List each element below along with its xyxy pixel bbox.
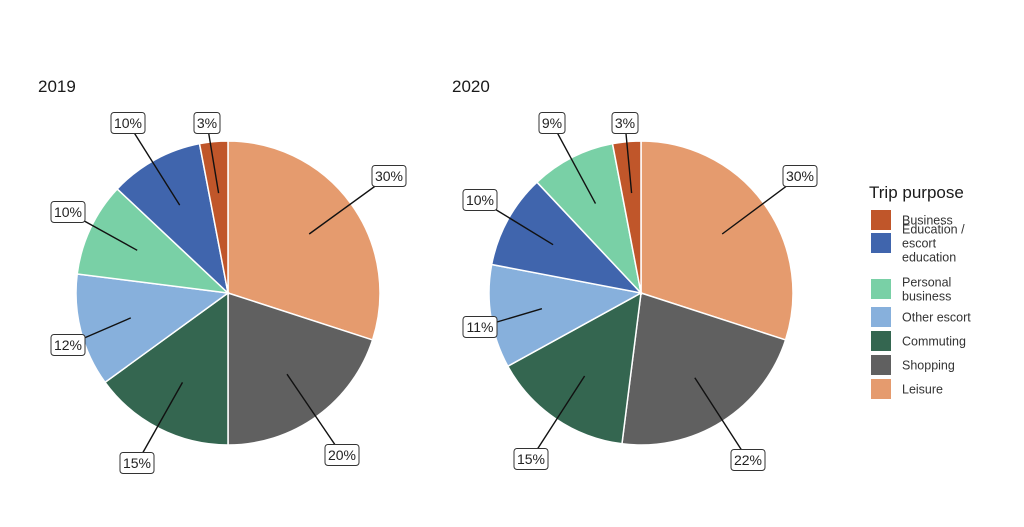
- pie-2020-leader-commuting: [530, 375, 586, 460]
- pie-2019-slice-shopping: [227, 291, 374, 446]
- pie-2019-label-box-leisure: [371, 165, 407, 187]
- pie-2019-leader-commuting: [136, 382, 184, 464]
- pie-2019-leader-business: [206, 122, 220, 194]
- legend-title: Trip purpose: [869, 183, 964, 202]
- panel-title-2020: 2020: [452, 77, 490, 96]
- pie-2019-slice-commuting: [103, 291, 229, 446]
- legend-swatch-leisure: [871, 379, 891, 399]
- legend-label-business: Business: [902, 214, 953, 228]
- pie-2020-data-label-other-escort: 11%: [467, 319, 494, 335]
- pie-2020-data-label-personal-business: 9%: [542, 115, 562, 131]
- pie-2019-slice-personal-business: [76, 187, 231, 295]
- pie-2020-data-label-shopping: 22%: [734, 452, 762, 468]
- pie-2020-data-label-business: 3%: [615, 115, 635, 131]
- legend-label-other-escort: Other escort: [902, 311, 971, 325]
- pie-2020-label-box-leisure: [782, 165, 818, 187]
- pie-2019-data-label-personal-business: 10%: [54, 204, 82, 220]
- legend-swatch-other-escort: [871, 307, 891, 327]
- pie-2020-label-box-education-escort-education: [462, 189, 498, 211]
- pie-2019: 30% 20% 15% 12% 10% 10% 3%: [50, 112, 407, 474]
- legend-swatch-commuting: [871, 331, 891, 351]
- legend-label-leisure: Leisure: [902, 383, 943, 397]
- pie-2019-data-label-business: 3%: [197, 115, 217, 131]
- legend-label-commuting: Commuting: [902, 335, 966, 349]
- legend-label-education-escort-education-line-3: education: [902, 251, 956, 265]
- pie-2019-label-box-commuting: [119, 452, 155, 474]
- pie-2019-label-box-shopping: [324, 444, 360, 466]
- pie-2019-data-label-commuting: 15%: [123, 455, 151, 471]
- pie-2019-data-label-leisure: 30%: [375, 168, 403, 184]
- pie-2020-data-label-commuting: 15%: [517, 451, 545, 467]
- pie-2019-data-label-other-escort: 12%: [54, 337, 82, 353]
- legend-swatch-education-escort-education: [871, 233, 891, 253]
- pie-2020-label-box-other-escort: [462, 316, 498, 338]
- legend-label-education-escort-education-line-2: escort: [902, 237, 937, 251]
- pie-2019-data-label-education-escort-education: 10%: [114, 115, 142, 131]
- pie-2019-label-box-other-escort: [50, 334, 86, 356]
- pie-2019-label-box-business: [193, 112, 221, 134]
- pie-2020-slice-commuting: [506, 291, 642, 445]
- pie-2020-slice-personal-business: [535, 142, 643, 296]
- pie-2019-label-box-personal-business: [50, 201, 86, 223]
- pie-2019-slice-education-escort-education: [116, 142, 230, 296]
- legend-label-personal-business-line-1: Personal: [902, 276, 951, 290]
- pie-2020-slice-education-escort-education: [490, 181, 644, 295]
- pie-2020-label-box-commuting: [513, 448, 549, 470]
- pie-2020-leader-personal-business: [551, 122, 597, 204]
- pie-2020: 30% 22% 15% 11% 10% 9% 3%: [462, 112, 818, 471]
- pie-2020-leader-business: [624, 122, 633, 194]
- pie-2019-leader-shopping: [286, 373, 343, 456]
- legend-swatch-business: [871, 210, 891, 230]
- pie-2019-slice-other-escort: [75, 273, 230, 384]
- pie-2019-data-label-shopping: 20%: [328, 447, 356, 463]
- pie-2020-data-label-education-escort-education: 10%: [466, 192, 494, 208]
- legend-label-education-escort-education-line-1: Education /: [902, 223, 965, 237]
- pie-2020-leader-shopping: [694, 377, 749, 461]
- legend-swatch-personal-business: [871, 279, 891, 299]
- legend-label-shopping: Shopping: [902, 359, 955, 373]
- pie-2019-leader-education-escort-education: [127, 122, 181, 206]
- pie-2019-slice-business: [198, 140, 229, 294]
- panel-title-2019: 2019: [38, 77, 76, 96]
- pie-2019-label-box-education-escort-education: [110, 112, 146, 134]
- pie-2020-label-box-shopping: [730, 449, 766, 471]
- pie-2020-label-box-personal-business: [538, 112, 566, 134]
- legend-label-personal-business-line-2: business: [902, 290, 951, 304]
- pie-2020-data-label-leisure: 30%: [786, 168, 814, 184]
- legend-swatch-shopping: [871, 355, 891, 375]
- pie-2020-label-box-business: [611, 112, 639, 134]
